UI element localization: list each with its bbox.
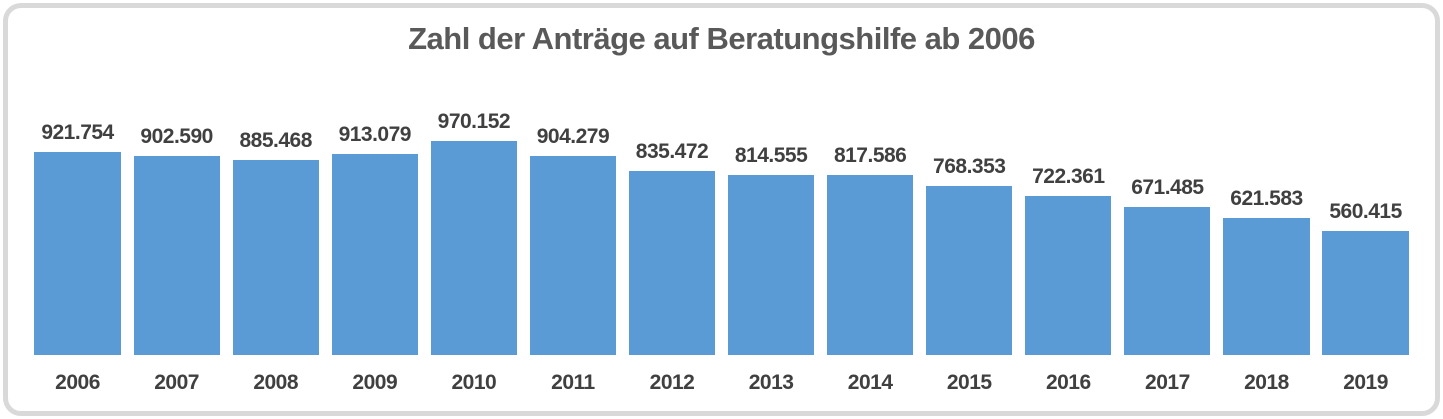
bar-value-label: 621.583 xyxy=(1230,187,1303,210)
bar xyxy=(1124,207,1211,355)
x-axis-tick-label: 2011 xyxy=(551,371,595,394)
bar-value-label: 814.555 xyxy=(734,144,808,167)
bar-value-label: 885.468 xyxy=(239,129,312,152)
bar-column: 902.590 2007 xyxy=(127,70,226,411)
x-axis-tick-label: 2014 xyxy=(847,371,893,394)
bar xyxy=(529,156,617,355)
bar-value-label: 817.586 xyxy=(833,144,907,167)
bar-column: 814.555 2013 xyxy=(722,70,821,411)
bar-value-label: 913.079 xyxy=(338,123,412,146)
bar-value-label: 560.415 xyxy=(1329,200,1402,223)
bar-column: 722.361 2016 xyxy=(1019,70,1118,411)
bar xyxy=(926,186,1013,355)
bar-column: 671.485 2017 xyxy=(1118,70,1217,411)
bar-value-label: 970.152 xyxy=(437,110,511,133)
bar xyxy=(34,152,121,355)
chart-frame: Zahl der Anträge auf Beratungshilfe ab 2… xyxy=(3,3,1440,416)
bar-column: 913.079 2009 xyxy=(325,70,424,411)
x-axis-tick-label: 2008 xyxy=(253,371,299,394)
bar xyxy=(133,156,220,355)
x-axis-tick-label: 2015 xyxy=(946,371,992,394)
bar-column: 621.583 2018 xyxy=(1217,70,1316,411)
x-axis-tick-label: 2009 xyxy=(352,371,398,394)
bar-column: 904.279 2011 xyxy=(523,70,622,411)
bar xyxy=(331,154,418,355)
bar xyxy=(727,175,815,355)
bar-value-label: 904.279 xyxy=(536,125,610,148)
bar-column: 921.754 2006 xyxy=(28,70,127,411)
bar-column: 835.472 2012 xyxy=(622,70,721,411)
x-axis-tick-label: 2006 xyxy=(55,371,100,394)
bar-value-label: 722.361 xyxy=(1032,165,1105,188)
bar-value-label: 921.754 xyxy=(41,121,114,144)
bar xyxy=(430,141,517,355)
bar-column: 885.468 2008 xyxy=(226,70,325,411)
bar-value-label: 835.472 xyxy=(635,140,709,163)
x-axis-tick-label: 2018 xyxy=(1244,371,1289,394)
plot-area: 921.754 2006 902.590 2007 885.468 2008 913.079… xyxy=(8,70,1435,411)
x-axis-tick-label: 2013 xyxy=(748,371,794,394)
x-axis-tick-label: 2007 xyxy=(154,371,199,394)
bar-column: 817.586 2014 xyxy=(821,70,920,411)
bar xyxy=(232,160,319,355)
x-axis-tick-label: 2019 xyxy=(1343,371,1388,394)
bar-value-label: 768.353 xyxy=(933,155,1006,178)
bar xyxy=(1322,231,1409,355)
bar-value-label: 671.485 xyxy=(1131,176,1204,199)
bar-value-label: 902.590 xyxy=(140,125,213,148)
bar xyxy=(628,171,716,355)
bar-column: 970.152 2010 xyxy=(424,70,523,411)
bar-column: 560.415 2019 xyxy=(1316,70,1415,411)
bar xyxy=(1223,218,1310,355)
x-axis-tick-label: 2017 xyxy=(1145,371,1190,394)
bar-column: 768.353 2015 xyxy=(920,70,1019,411)
x-axis-tick-label: 2016 xyxy=(1045,371,1091,394)
x-axis-tick-label: 2010 xyxy=(451,371,497,394)
chart-title: Zahl der Anträge auf Beratungshilfe ab 2… xyxy=(408,21,1035,56)
bar xyxy=(827,175,914,355)
x-axis-tick-label: 2012 xyxy=(649,371,695,394)
bar xyxy=(1025,196,1112,355)
